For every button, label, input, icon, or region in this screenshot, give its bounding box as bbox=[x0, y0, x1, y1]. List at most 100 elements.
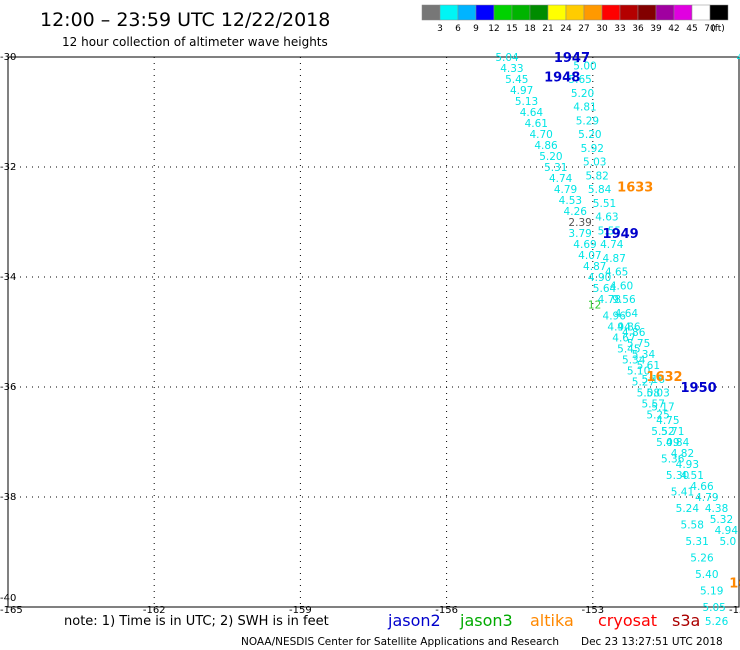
y-tick-label: -40 bbox=[0, 593, 16, 604]
colorbar-label: 33 bbox=[614, 24, 625, 34]
colorbar-swatch bbox=[655, 4, 675, 21]
swh-value: 5.32 bbox=[710, 514, 733, 526]
colorbar-label: 27 bbox=[578, 24, 589, 34]
colorbar-legend: 3 6 9 12 15 18 21 24 27 30 33 36 39 42 45 70(ft) bbox=[421, 4, 729, 34]
swh-value: 5.51 bbox=[593, 198, 616, 210]
swh-value: 4.74 bbox=[549, 173, 573, 185]
swh-value: 5.05 bbox=[702, 602, 725, 614]
colorbar-unit: (ft) bbox=[711, 24, 725, 34]
colorbar-label: 42 bbox=[668, 24, 679, 34]
swh-value: 5.29 bbox=[576, 115, 599, 127]
swh-value: 5.57 bbox=[642, 399, 665, 411]
colorbar-swatch bbox=[673, 4, 693, 21]
swh-value: 2.39 bbox=[568, 217, 591, 229]
swh-value: 5.31 bbox=[685, 536, 708, 548]
swh-value: 4.51 bbox=[681, 470, 704, 482]
colorbar-swatch bbox=[637, 4, 657, 21]
swh-value: 4 bbox=[737, 52, 740, 64]
swh-value: 5.13 bbox=[515, 96, 538, 108]
swh-value: 4.87 bbox=[603, 253, 626, 265]
colorbar-swatch bbox=[619, 4, 639, 21]
swh-value: 5.20 bbox=[571, 88, 594, 100]
colorbar-swatch bbox=[511, 4, 531, 21]
footer-credit: NOAA/NESDIS Center for Satellite Applica… bbox=[241, 636, 559, 648]
colorbar-label: 39 bbox=[650, 24, 662, 34]
swh-value: 5.17 bbox=[651, 401, 674, 413]
satellite-name: jason3 bbox=[459, 611, 513, 630]
swh-value: 4.66 bbox=[690, 481, 714, 493]
x-tick-label: -153 bbox=[581, 605, 604, 616]
swh-value: 4.94 bbox=[607, 322, 631, 334]
swh-value: 5.03 bbox=[583, 157, 606, 169]
y-tick-label: -32 bbox=[0, 162, 16, 173]
swh-value: 4.69 bbox=[573, 239, 596, 251]
swh-value: 4.93 bbox=[676, 459, 699, 471]
swh-value: 5.03 bbox=[646, 388, 669, 400]
swh-value: 5.84 bbox=[588, 184, 612, 196]
satellite-name: altika bbox=[530, 611, 574, 630]
colorbar-label: 6 bbox=[455, 24, 461, 34]
satellite-legend: jason2 jason3 altika cryosat s3a bbox=[387, 611, 700, 630]
x-tick-label: -159 bbox=[289, 605, 312, 616]
swh-value: 5.34 bbox=[632, 349, 656, 361]
colorbar-label: 18 bbox=[524, 24, 536, 34]
swh-value: 4.53 bbox=[559, 195, 582, 207]
swh-value: 4.61 bbox=[525, 118, 548, 130]
swh-value: 5.08 bbox=[637, 388, 660, 400]
swh-value: 4.07 bbox=[578, 250, 601, 262]
wave-height-values: 5.044.335.454.975.134.644.614.704.865.20… bbox=[495, 52, 740, 628]
swh-value: 3.79 bbox=[568, 228, 591, 240]
swh-value: 5.36 bbox=[661, 454, 685, 466]
swh-value: 4.64 bbox=[520, 107, 544, 119]
swh-value: 4.87 bbox=[583, 261, 606, 273]
swh-value: 4.75 bbox=[656, 415, 679, 427]
swh-value: 5.19 bbox=[700, 586, 723, 598]
colorbar-swatch bbox=[475, 4, 495, 21]
colorbar-label: 3 bbox=[437, 24, 443, 34]
swh-value: 4.94 bbox=[715, 525, 739, 537]
swh-value: 12 bbox=[588, 300, 601, 312]
swh-value: 5.41 bbox=[671, 487, 694, 499]
swh-value: 5.58 bbox=[681, 520, 704, 532]
swh-value: 5.00 bbox=[573, 60, 596, 72]
chart-subtitle: 12 hour collection of altimeter wave hei… bbox=[62, 35, 328, 49]
pass-label: 1632 bbox=[646, 370, 682, 385]
swh-value: 4.26 bbox=[564, 206, 588, 218]
swh-value: 4.82 bbox=[671, 448, 694, 460]
swh-value: 5.75 bbox=[627, 338, 650, 350]
colorbar-swatch bbox=[421, 4, 441, 21]
chart-title: 12:00 – 23:59 UTC 12/22/2018 bbox=[40, 9, 330, 31]
swh-value: 5.0 bbox=[720, 536, 737, 548]
swh-value: 4.33 bbox=[500, 63, 523, 75]
swh-value: 5.20 bbox=[578, 129, 601, 141]
swh-value: 4.70 bbox=[529, 129, 552, 141]
swh-value: 5.34 bbox=[622, 355, 646, 367]
swh-value: 5.26 bbox=[705, 616, 729, 628]
swh-value: 4.79 bbox=[554, 184, 577, 196]
pass-label: 1633 bbox=[617, 180, 653, 195]
swh-value: 5.26 bbox=[690, 553, 714, 565]
x-tick-label: -162 bbox=[143, 605, 166, 616]
swh-value: 5.20 bbox=[539, 151, 562, 163]
footer-note: note: 1) Time is in UTC; 2) SWH is in fe… bbox=[64, 614, 329, 629]
swh-value: 5.82 bbox=[585, 170, 608, 182]
colorbar-label: 30 bbox=[596, 24, 608, 34]
swh-value: 5.64 bbox=[593, 283, 617, 295]
pass-label: 1948 bbox=[544, 70, 580, 85]
satellite-name: jason2 bbox=[387, 611, 441, 630]
swh-value: 4.86 bbox=[622, 327, 646, 339]
plot-frame bbox=[7, 56, 740, 608]
pass-number-labels: 19471948163319491632195016316 bbox=[544, 51, 740, 627]
colorbar-swatch bbox=[493, 4, 513, 21]
y-tick-label: -38 bbox=[0, 492, 16, 503]
colorbar-label: 70 bbox=[704, 24, 716, 34]
swh-value: 4.63 bbox=[595, 212, 618, 224]
swh-value: 4.67 bbox=[612, 333, 635, 345]
colorbar-swatch bbox=[691, 4, 711, 21]
swh-value: 5.61 bbox=[637, 360, 660, 372]
swh-value: 4.96 bbox=[603, 311, 627, 323]
y-tick-label: -30 bbox=[0, 52, 16, 63]
swh-value: 5.10 bbox=[627, 366, 650, 378]
swh-value: 5.04 bbox=[495, 52, 519, 64]
